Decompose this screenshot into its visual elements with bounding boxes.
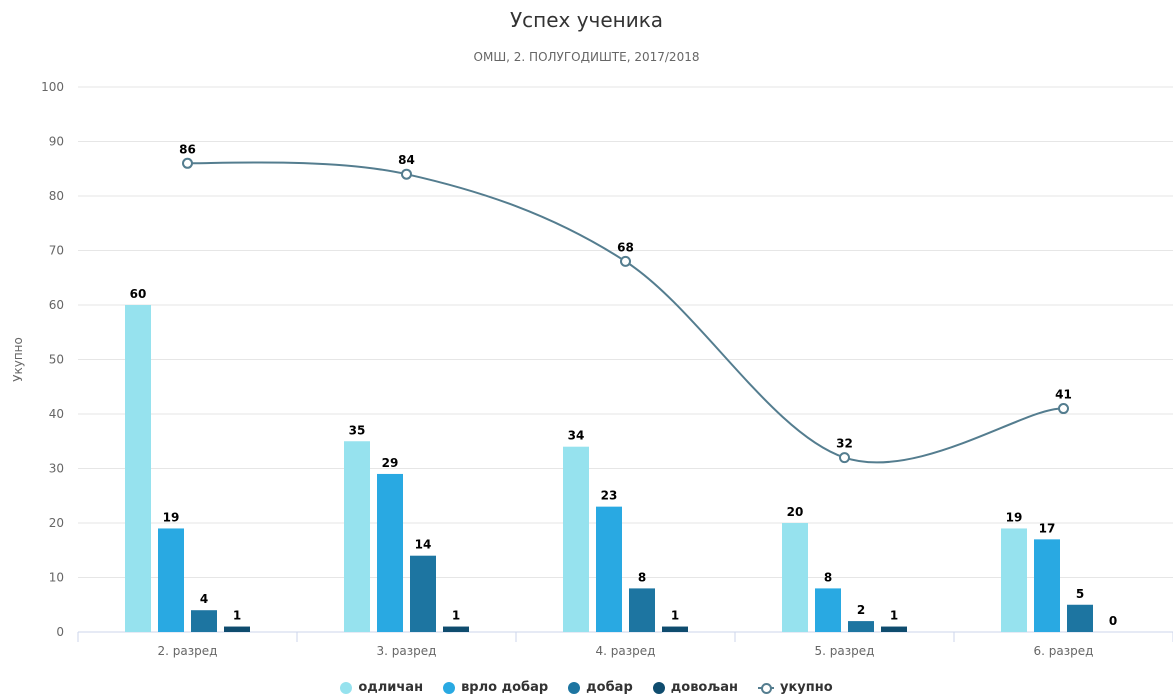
bar-value-label: 20 [787,505,804,519]
bar [815,588,841,632]
bar-value-label: 60 [130,287,147,301]
chart-subtitle: ОМШ, 2. ПОЛУГОДИШТЕ, 2017/2018 [473,50,700,64]
y-tick-label: 50 [49,353,64,367]
legend-dot-symbol [652,681,665,694]
legend-item[interactable]: добар [568,680,633,695]
y-tick-label: 90 [49,135,64,149]
bar-value-label: 5 [1076,587,1084,601]
bar-value-label: 34 [568,429,585,443]
y-tick-label: 30 [49,462,64,476]
line-point [401,168,412,180]
legend-label: добар [586,680,633,695]
bar-value-label: 19 [1006,510,1023,524]
y-tick-label: 70 [49,244,64,258]
bar [377,473,403,632]
bar [1067,604,1093,632]
line-value-label: 32 [836,437,853,451]
bar [1034,539,1060,632]
y-tick-label: 0 [56,625,64,639]
legend-label: довољан [670,680,738,695]
bar-value-label: 14 [415,538,432,552]
bar [410,555,436,632]
bar-value-label: 2 [857,603,865,617]
legend-item[interactable]: укупно [758,680,833,695]
line-point [1058,403,1069,415]
y-axis-ticks: 0 10 20 30 40 50 60 70 80 90 100 [41,80,64,639]
total-line [187,161,1064,464]
bar-value-label: 29 [382,456,399,470]
y-axis-label: Укупно [11,337,25,382]
line-point [839,452,850,464]
data-labels: 60 35 34 20 19 19 29 23 8 17 4 14 8 2 5 1 1 1 1 0 86 84 68 32 41 [130,142,1118,628]
y-tick-label: 60 [49,298,64,312]
bar-value-label: 1 [452,609,460,623]
bars-layer [125,305,1093,632]
legend-line-symbol [758,682,774,694]
y-tick-label: 40 [49,407,64,421]
bar [125,305,151,632]
x-tick-label: 4. разред [596,644,656,658]
line-point [182,157,193,169]
bar [191,610,217,632]
y-tick-label: 10 [49,571,64,585]
bar [848,621,874,632]
bar [629,588,655,632]
legend-dot-symbol [443,681,456,694]
y-tick-label: 80 [49,189,64,203]
bar [563,446,589,632]
bar-value-label: 1 [233,609,241,623]
bar [662,626,688,632]
bar-value-label: 8 [824,570,832,584]
bar-value-label: 4 [200,592,208,606]
legend-dot-symbol [568,681,581,694]
grid-lines [78,86,1173,633]
bar-value-label: 23 [601,489,618,503]
x-tick-label: 6. разред [1034,644,1094,658]
line-value-label: 41 [1055,388,1072,402]
line-value-label: 86 [179,142,196,156]
x-tick-label: 5. разред [815,644,875,658]
x-axis: 2. разред 3. разред 4. разред 5. разред 6. р… [77,632,1173,658]
bar [1001,528,1027,632]
bar [224,626,250,632]
y-tick-label: 20 [49,516,64,530]
bar-value-label: 1 [671,609,679,623]
bar-value-label: 8 [638,570,646,584]
bar-value-label: 0 [1109,614,1117,628]
bar [596,506,622,632]
x-tick-label: 3. разред [377,644,437,658]
bar-value-label: 35 [349,423,366,437]
legend-dot-symbol [340,681,353,694]
bar-value-label: 17 [1039,521,1056,535]
bar [344,441,370,632]
line-value-label: 84 [398,153,415,167]
bar-value-label: 19 [163,510,180,524]
legend-label: укупно [780,680,833,695]
legend-label: врло добар [461,680,549,695]
bar [881,626,907,632]
y-tick-label: 100 [41,80,64,94]
legend-item[interactable]: довољан [652,680,738,695]
legend-item[interactable]: врло добар [443,680,548,695]
legend-item[interactable]: одличан [340,680,423,695]
bar [782,523,808,632]
legend-label: одличан [358,680,424,695]
chart-title: Успех ученика [509,8,664,32]
legend: одличан врло добар добар довољан укупно [0,678,1173,697]
line-value-label: 68 [617,240,634,254]
line-layer [182,157,1069,464]
line-point [620,255,631,267]
bar-value-label: 1 [890,609,898,623]
bar [158,528,184,632]
x-tick-label: 2. разред [158,644,218,658]
bar [443,626,469,632]
